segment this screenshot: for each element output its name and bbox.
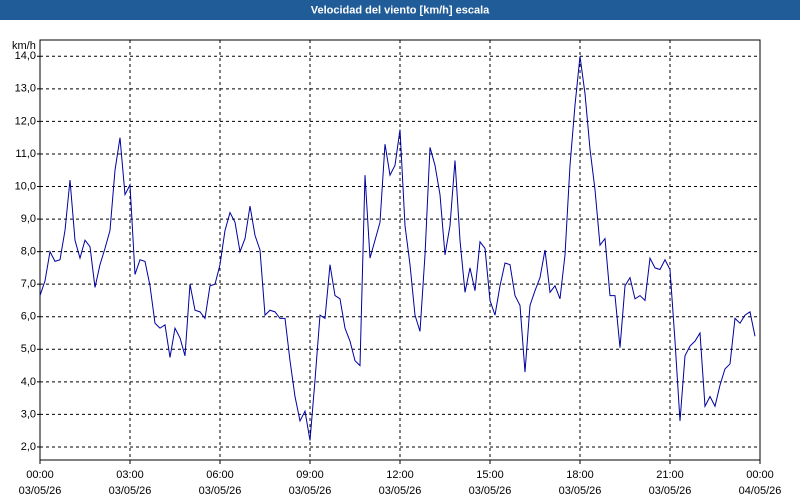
title-bar: [0, 0, 800, 20]
x-tick-label: 15:00: [476, 469, 504, 481]
y-tick-label: 4,0: [21, 376, 36, 388]
y-tick-label: 6,0: [21, 311, 36, 323]
x-tick-label: 18:00: [566, 469, 594, 481]
y-tick-label: 8,0: [21, 246, 36, 258]
y-tick-label: 14,0: [15, 50, 36, 62]
x-tick-date: 03/05/26: [199, 485, 242, 497]
x-tick-date: 03/05/26: [379, 485, 422, 497]
y-tick-label: 5,0: [21, 343, 36, 355]
y-tick-label: 11,0: [15, 148, 36, 160]
x-tick-date: 03/05/26: [19, 485, 62, 497]
y-tick-label: 9,0: [21, 213, 36, 225]
chart-title: Velocidad del viento [km/h] escala: [311, 4, 490, 16]
y-tick-label: 7,0: [21, 278, 36, 290]
x-tick-date: 03/05/26: [289, 485, 332, 497]
y-tick-label: 2,0: [21, 441, 36, 453]
y-axis-label: km/h: [12, 40, 36, 52]
x-tick-label: 09:00: [296, 469, 324, 481]
x-tick-date: 03/05/26: [649, 485, 692, 497]
x-tick-label: 12:00: [386, 469, 414, 481]
x-tick-date: 03/05/26: [559, 485, 602, 497]
y-tick-label: 13,0: [15, 83, 36, 95]
y-tick-label: 3,0: [21, 408, 36, 420]
x-tick-label: 06:00: [206, 469, 234, 481]
x-tick-date: 04/05/26: [739, 485, 782, 497]
x-tick-label: 21:00: [656, 469, 684, 481]
x-tick-label: 00:00: [746, 469, 774, 481]
x-tick-date: 03/05/26: [469, 485, 512, 497]
x-tick-label: 03:00: [116, 469, 144, 481]
x-tick-date: 03/05/26: [109, 485, 152, 497]
x-tick-label: 00:00: [26, 469, 54, 481]
y-tick-label: 10,0: [15, 180, 36, 192]
data-line: [39, 56, 756, 441]
y-tick-label: 12,0: [15, 115, 36, 127]
